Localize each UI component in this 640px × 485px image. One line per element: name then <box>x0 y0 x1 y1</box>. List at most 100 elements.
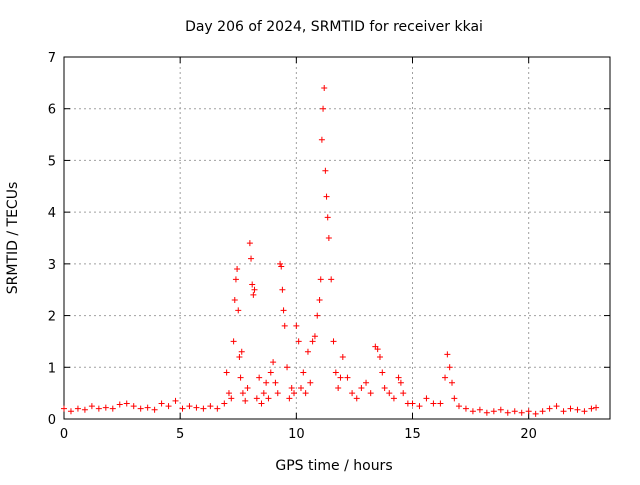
data-point <box>236 353 243 360</box>
data-point <box>304 348 311 355</box>
data-points <box>61 85 600 417</box>
data-point <box>358 384 365 391</box>
data-point <box>483 409 490 416</box>
data-point <box>277 260 284 267</box>
data-point <box>238 348 245 355</box>
data-point <box>293 322 300 329</box>
y-tick-label: 4 <box>48 206 56 221</box>
data-point <box>284 364 291 371</box>
data-point <box>272 379 279 386</box>
data-point <box>469 408 476 415</box>
data-point <box>430 400 437 407</box>
data-point <box>251 286 258 293</box>
data-point <box>497 406 504 413</box>
data-point <box>423 395 430 402</box>
data-point <box>116 401 123 408</box>
data-point <box>321 85 328 92</box>
data-point <box>232 276 239 283</box>
y-tick-label: 6 <box>48 103 56 118</box>
data-point <box>74 405 81 412</box>
data-point <box>462 405 469 412</box>
data-point <box>239 390 246 397</box>
data-point <box>67 408 74 415</box>
data-point <box>244 384 251 391</box>
data-point <box>588 405 595 412</box>
plot-frame <box>63 56 611 420</box>
data-point <box>339 353 346 360</box>
data-point <box>314 312 321 319</box>
data-point <box>279 286 286 293</box>
data-point <box>309 338 316 345</box>
data-point <box>109 405 116 412</box>
data-point <box>386 390 393 397</box>
x-tick-label: 15 <box>404 427 421 442</box>
data-point <box>144 404 151 411</box>
data-point <box>231 297 238 304</box>
data-point <box>258 400 265 407</box>
data-point <box>165 403 172 410</box>
y-tick-label: 0 <box>48 413 56 428</box>
data-point <box>260 390 267 397</box>
data-point <box>207 403 214 410</box>
data-point <box>228 395 235 402</box>
data-point <box>223 369 230 376</box>
data-point <box>444 351 451 358</box>
data-point <box>270 359 277 366</box>
data-point <box>158 400 165 407</box>
chart-title: Day 206 of 2024, SRMTID for receiver kka… <box>185 19 483 35</box>
data-point <box>322 167 329 174</box>
data-point <box>288 384 295 391</box>
data-point <box>416 403 423 410</box>
data-point <box>265 395 272 402</box>
data-point <box>318 136 325 143</box>
data-point <box>88 403 95 410</box>
data-point <box>349 390 356 397</box>
data-point <box>546 405 553 412</box>
data-point <box>311 333 318 340</box>
data-point <box>295 338 302 345</box>
data-point <box>504 409 511 416</box>
data-point <box>137 405 144 412</box>
data-point <box>532 410 539 417</box>
y-tick-label: 5 <box>48 154 56 169</box>
data-point <box>518 409 525 416</box>
data-point <box>130 403 137 410</box>
data-point <box>442 374 449 381</box>
data-point <box>242 397 249 404</box>
x-tick-label: 10 <box>288 427 305 442</box>
data-point <box>249 281 256 288</box>
data-point <box>451 395 458 402</box>
data-point <box>123 400 130 407</box>
data-point <box>102 404 109 411</box>
data-point <box>253 395 260 402</box>
x-tick-label: 5 <box>176 427 184 442</box>
data-point <box>446 364 453 371</box>
data-point <box>397 379 404 386</box>
data-point <box>553 403 560 410</box>
data-point <box>367 390 374 397</box>
data-point <box>307 379 314 386</box>
data-point <box>325 235 332 241</box>
x-axis-label: GPS time / hours <box>275 458 392 474</box>
data-point <box>286 395 293 402</box>
data-point <box>256 374 263 381</box>
data-point <box>280 307 287 314</box>
data-point <box>151 406 158 413</box>
x-tick-label: 0 <box>60 427 68 442</box>
data-point <box>95 405 102 412</box>
data-point <box>246 240 253 247</box>
data-point <box>363 379 370 386</box>
data-point <box>581 408 588 415</box>
data-point <box>230 338 237 345</box>
data-point <box>353 395 360 402</box>
data-point <box>490 408 497 415</box>
data-point <box>193 404 200 411</box>
data-point <box>328 276 335 283</box>
data-point <box>297 384 304 391</box>
data-point <box>214 405 221 412</box>
data-point <box>281 322 288 329</box>
data-point <box>250 291 257 298</box>
data-point <box>172 397 179 404</box>
data-point <box>61 405 67 412</box>
